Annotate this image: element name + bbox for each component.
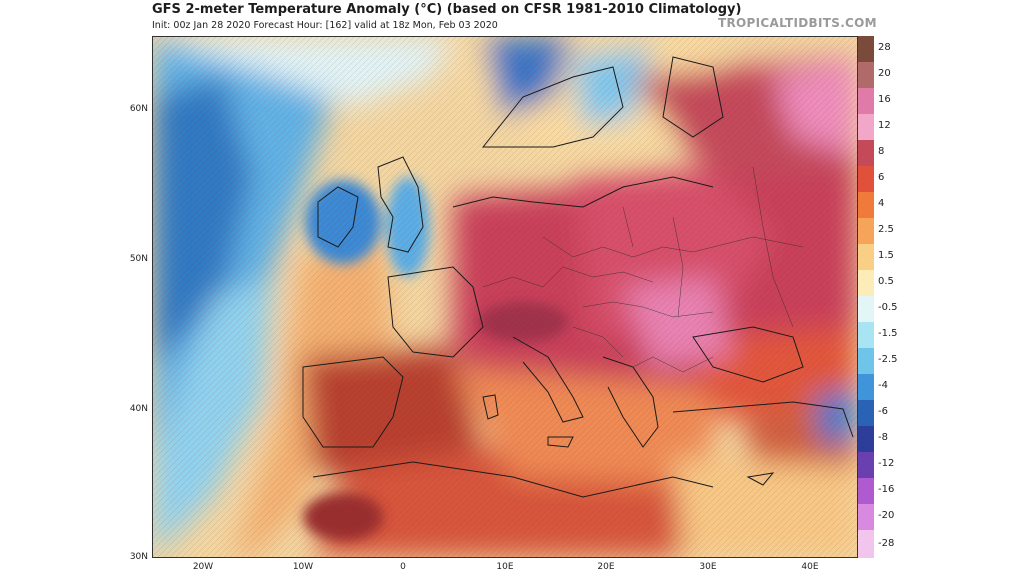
lat-label-50n: 50N bbox=[129, 254, 148, 264]
scale-swatch bbox=[858, 244, 874, 270]
lon-label-10e: 10E bbox=[496, 562, 514, 572]
scale-label: 0.5 bbox=[878, 276, 894, 287]
scale-swatch bbox=[858, 140, 874, 166]
scale-swatch bbox=[858, 530, 874, 558]
lon-label-20w: 20W bbox=[192, 562, 214, 572]
scale-swatch bbox=[858, 88, 874, 114]
anomaly-map[interactable] bbox=[152, 36, 858, 558]
scale-label: -20 bbox=[878, 510, 895, 521]
scale-label: 6 bbox=[878, 172, 885, 183]
scale-label: 20 bbox=[878, 68, 891, 79]
scale-label: 8 bbox=[878, 146, 885, 157]
scale-label: 1.5 bbox=[878, 250, 894, 261]
scale-swatch bbox=[858, 504, 874, 530]
scale-label: -2.5 bbox=[878, 354, 898, 365]
scale-swatch bbox=[858, 348, 874, 374]
scale-label: -4 bbox=[878, 380, 888, 391]
lat-label-30n: 30N bbox=[129, 552, 148, 562]
scale-label: -28 bbox=[878, 538, 895, 549]
scale-swatch bbox=[858, 114, 874, 140]
scale-label: -1.5 bbox=[878, 328, 898, 339]
lon-label-30e: 30E bbox=[699, 562, 717, 572]
scale-label: 2.5 bbox=[878, 224, 894, 235]
scale-swatch bbox=[858, 400, 874, 426]
scale-swatch bbox=[858, 36, 874, 62]
scale-label: 4 bbox=[878, 198, 885, 209]
scale-swatch bbox=[858, 270, 874, 296]
scale-swatch bbox=[858, 218, 874, 244]
scale-swatch bbox=[858, 166, 874, 192]
brand-logo-text[interactable]: TROPICALTIDBITS.COM bbox=[718, 16, 877, 30]
lon-label-0: 0 bbox=[400, 562, 406, 572]
map-title: GFS 2-meter Temperature Anomaly (°C) (ba… bbox=[152, 2, 742, 17]
scale-swatch bbox=[858, 296, 874, 322]
scale-swatch bbox=[858, 426, 874, 452]
lat-label-60n: 60N bbox=[129, 104, 148, 114]
scale-swatch bbox=[858, 374, 874, 400]
color-scale bbox=[858, 36, 874, 558]
lat-label-40n: 40N bbox=[129, 404, 148, 414]
scale-label: 16 bbox=[878, 94, 891, 105]
scale-swatch bbox=[858, 478, 874, 504]
scale-label: -8 bbox=[878, 432, 888, 443]
scale-label: -12 bbox=[878, 458, 895, 469]
scale-label: 28 bbox=[878, 42, 891, 53]
map-subtitle: Init: 00z Jan 28 2020 Forecast Hour: [16… bbox=[152, 20, 498, 31]
scale-swatch bbox=[858, 322, 874, 348]
scale-swatch bbox=[858, 452, 874, 478]
lon-label-10w: 10W bbox=[292, 562, 314, 572]
scale-swatch bbox=[858, 192, 874, 218]
lon-label-40e: 40E bbox=[801, 562, 819, 572]
scale-swatch bbox=[858, 62, 874, 88]
scale-label: -6 bbox=[878, 406, 888, 417]
scale-label: -0.5 bbox=[878, 302, 898, 313]
scale-label: -16 bbox=[878, 484, 895, 495]
scale-label: 12 bbox=[878, 120, 891, 131]
lon-label-20e: 20E bbox=[597, 562, 615, 572]
